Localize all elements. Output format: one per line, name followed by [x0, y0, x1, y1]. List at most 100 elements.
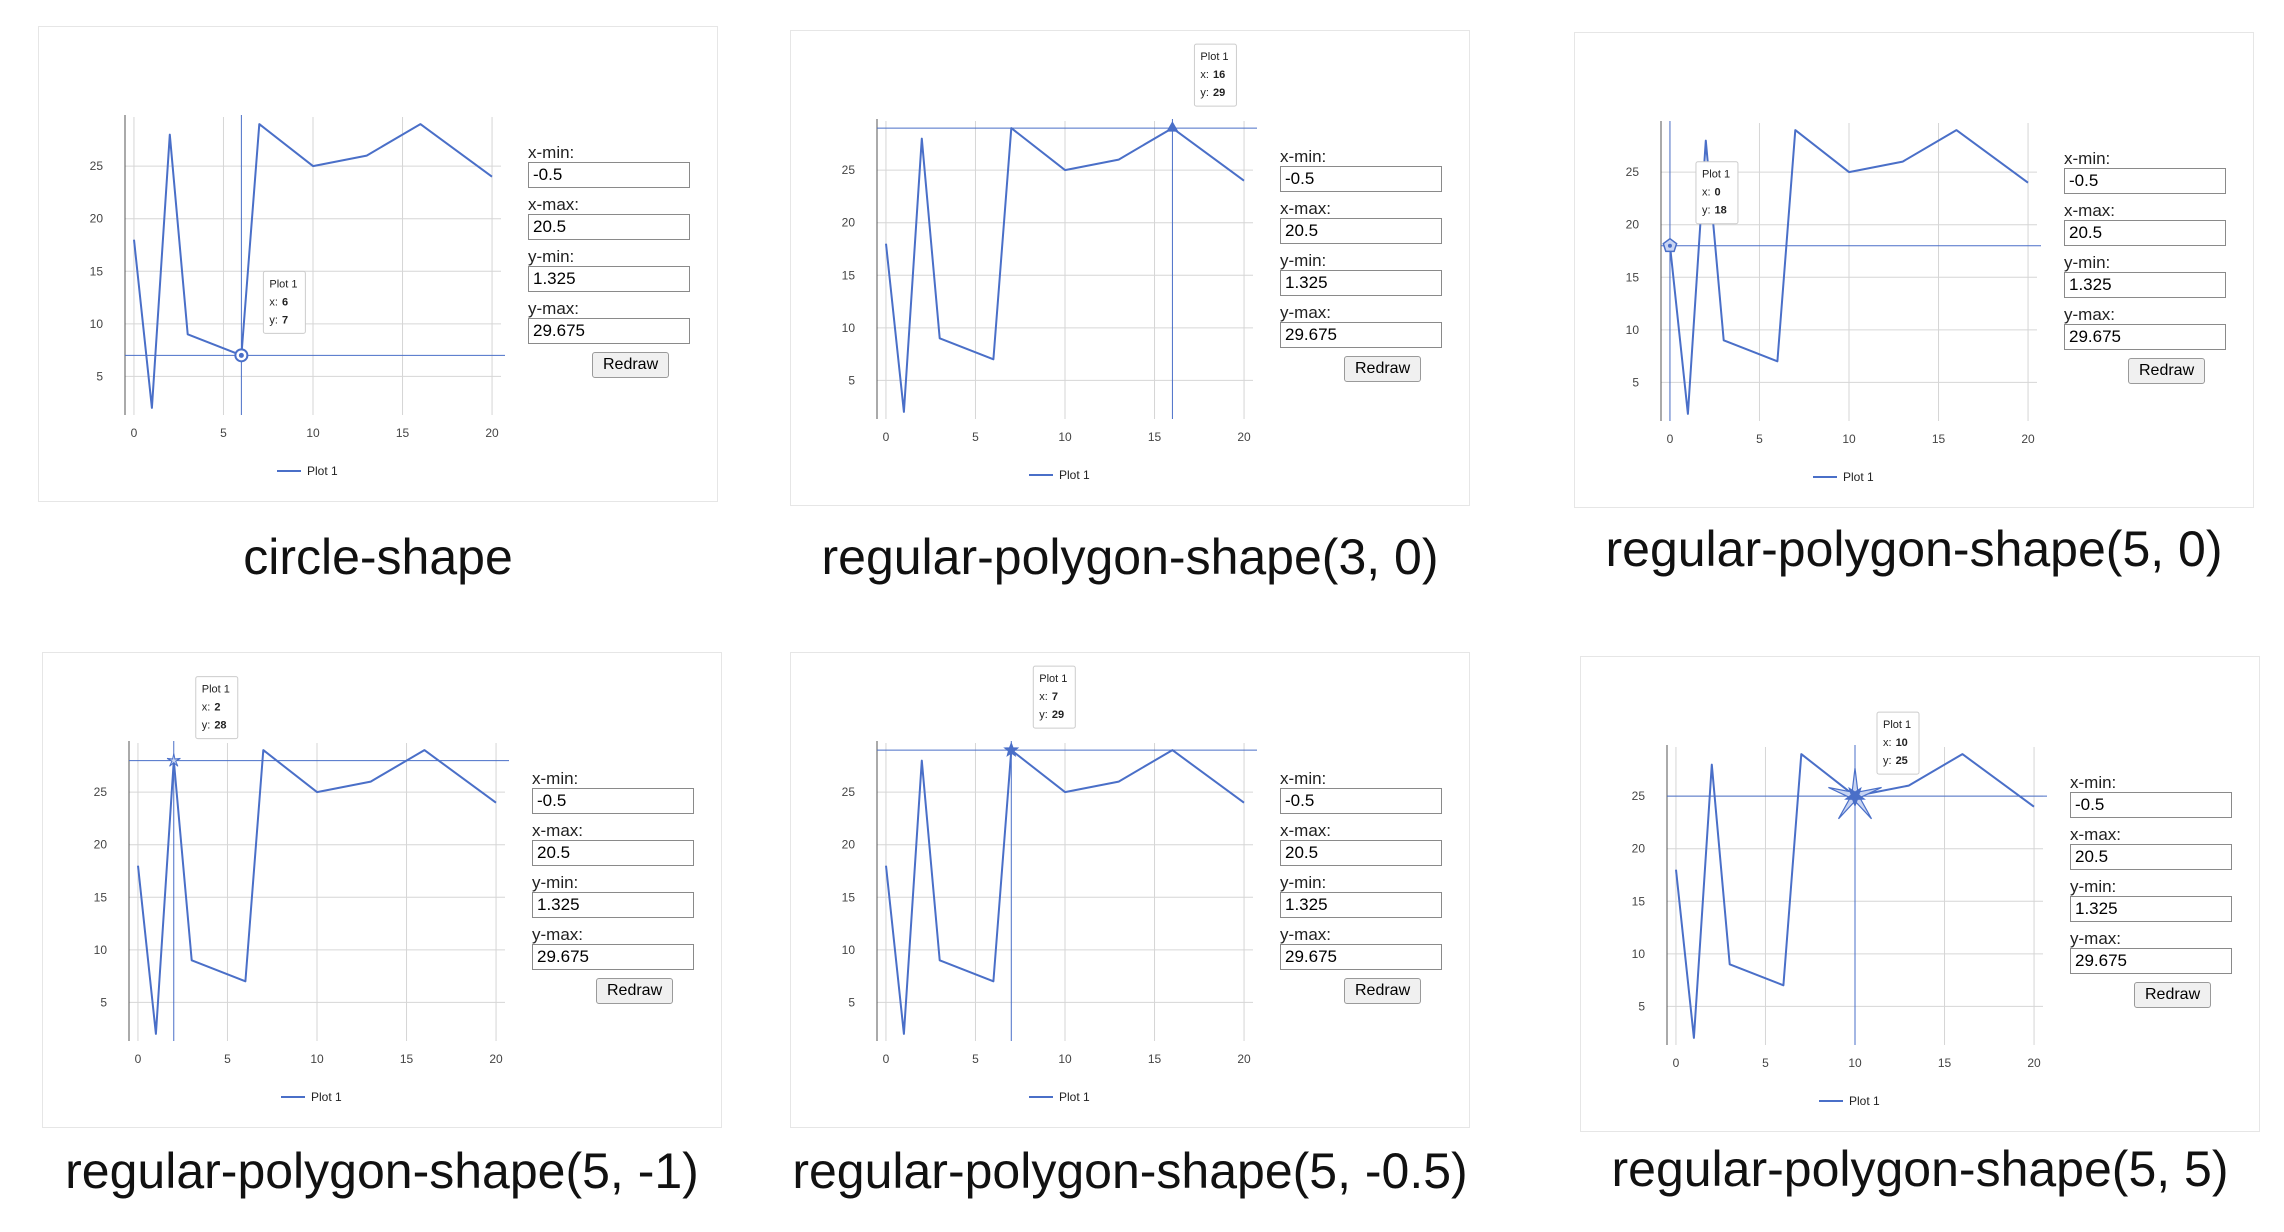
tooltip-series: Plot 1	[202, 684, 230, 696]
y-tick-label: 10	[94, 943, 108, 957]
ymin-input[interactable]	[532, 892, 694, 918]
ymin-input[interactable]	[2064, 272, 2226, 298]
xmin-input[interactable]	[532, 788, 694, 814]
xmax-input[interactable]	[532, 840, 694, 866]
ymax-input[interactable]	[1280, 322, 1442, 348]
data-point[interactable]	[1115, 156, 1123, 164]
redraw-button[interactable]: Redraw	[2134, 982, 2212, 1008]
xmax-input[interactable]	[2070, 844, 2232, 870]
redraw-button[interactable]: Redraw	[1344, 356, 1422, 382]
redraw-button[interactable]: Redraw	[1344, 978, 1422, 1004]
data-point[interactable]	[936, 334, 944, 342]
ymax-input[interactable]	[528, 318, 690, 344]
data-point[interactable]	[1708, 761, 1716, 769]
data-point[interactable]	[1240, 177, 1248, 185]
data-point[interactable]	[259, 746, 267, 754]
data-point[interactable]	[1958, 750, 1966, 758]
data-point[interactable]	[989, 355, 997, 363]
data-point[interactable]	[1899, 158, 1907, 166]
xmax-input[interactable]	[2064, 220, 2226, 246]
tooltip-box	[262, 270, 306, 334]
ymin-input[interactable]	[1280, 892, 1442, 918]
xmax-input[interactable]	[528, 214, 690, 240]
data-point[interactable]	[1684, 410, 1692, 418]
xmin-input[interactable]	[2070, 792, 2232, 818]
data-point[interactable]	[184, 330, 192, 338]
data-point[interactable]	[367, 778, 375, 786]
y-tick-label: 20	[842, 838, 856, 852]
data-point[interactable]	[2030, 803, 2038, 811]
xmin-input[interactable]	[1280, 166, 1442, 192]
data-point[interactable]	[1779, 981, 1787, 989]
data-point[interactable]	[1905, 782, 1913, 790]
tooltip-x-value: 10	[1896, 737, 1908, 749]
data-point[interactable]	[900, 1030, 908, 1038]
redraw-button[interactable]: Redraw	[596, 978, 674, 1004]
tooltip-x-label: x:	[269, 296, 278, 308]
tooltip-series: Plot 1	[1039, 673, 1067, 685]
data-point[interactable]	[1952, 126, 1960, 134]
data-point[interactable]	[313, 788, 321, 796]
data-point[interactable]	[420, 746, 428, 754]
tooltip-x: x: 6	[269, 296, 288, 308]
data-point[interactable]	[363, 152, 371, 160]
data-point[interactable]	[882, 862, 890, 870]
data-point[interactable]	[1115, 778, 1123, 786]
data-point[interactable]	[936, 956, 944, 964]
tooltip-y-value: 25	[1896, 755, 1908, 767]
data-point[interactable]	[1061, 166, 1069, 174]
data-point[interactable]	[1845, 168, 1853, 176]
data-point[interactable]	[882, 240, 890, 248]
redraw-button[interactable]: Redraw	[592, 352, 670, 378]
redraw-button[interactable]: Redraw	[2128, 358, 2206, 384]
y-tick-label: 15	[1632, 894, 1646, 908]
ymin-input[interactable]	[1280, 270, 1442, 296]
data-point[interactable]	[1773, 357, 1781, 365]
data-point[interactable]	[1672, 866, 1680, 874]
data-point[interactable]	[134, 862, 142, 870]
data-point[interactable]	[492, 799, 500, 807]
xmax-input[interactable]	[1280, 218, 1442, 244]
data-point[interactable]	[255, 120, 263, 128]
data-point[interactable]	[2024, 179, 2032, 187]
data-point[interactable]	[1720, 336, 1728, 344]
data-point[interactable]	[241, 977, 249, 985]
data-point[interactable]	[488, 173, 496, 181]
ymax-input[interactable]	[532, 944, 694, 970]
data-point[interactable]	[309, 162, 317, 170]
data-point[interactable]	[416, 120, 424, 128]
ymin-input[interactable]	[2070, 896, 2232, 922]
xmin-input[interactable]	[2064, 168, 2226, 194]
data-point[interactable]	[1797, 750, 1805, 758]
data-point[interactable]	[1690, 1034, 1698, 1042]
data-point[interactable]	[130, 236, 138, 244]
data-point[interactable]	[900, 408, 908, 416]
xmin-input[interactable]	[528, 162, 690, 188]
data-point[interactable]	[1702, 137, 1710, 145]
data-point[interactable]	[1240, 799, 1248, 807]
data-point[interactable]	[1061, 788, 1069, 796]
data-point[interactable]	[188, 956, 196, 964]
tooltip-x-value: 16	[1213, 69, 1225, 81]
xmin-label: x-min:	[2064, 149, 2111, 168]
axis-range-form: x-min: x-max: y-min: y-max: Redraw	[2064, 150, 2234, 384]
x-tick-label: 0	[1673, 1056, 1680, 1070]
ymax-input[interactable]	[2064, 324, 2226, 350]
data-point[interactable]	[166, 131, 174, 139]
data-point[interactable]	[918, 135, 926, 143]
data-point[interactable]	[1791, 126, 1799, 134]
y-tick-label: 20	[1626, 218, 1640, 232]
xmin-input[interactable]	[1280, 788, 1442, 814]
data-point[interactable]	[148, 404, 156, 412]
x-tick-label: 10	[1058, 1052, 1072, 1066]
data-point[interactable]	[918, 757, 926, 765]
xmax-input[interactable]	[1280, 840, 1442, 866]
ymax-input[interactable]	[2070, 948, 2232, 974]
tooltip-series: Plot 1	[1702, 169, 1730, 181]
data-point[interactable]	[1726, 960, 1734, 968]
ymax-input[interactable]	[1280, 944, 1442, 970]
data-point[interactable]	[152, 1030, 160, 1038]
ymin-input[interactable]	[528, 266, 690, 292]
data-point[interactable]	[989, 977, 997, 985]
